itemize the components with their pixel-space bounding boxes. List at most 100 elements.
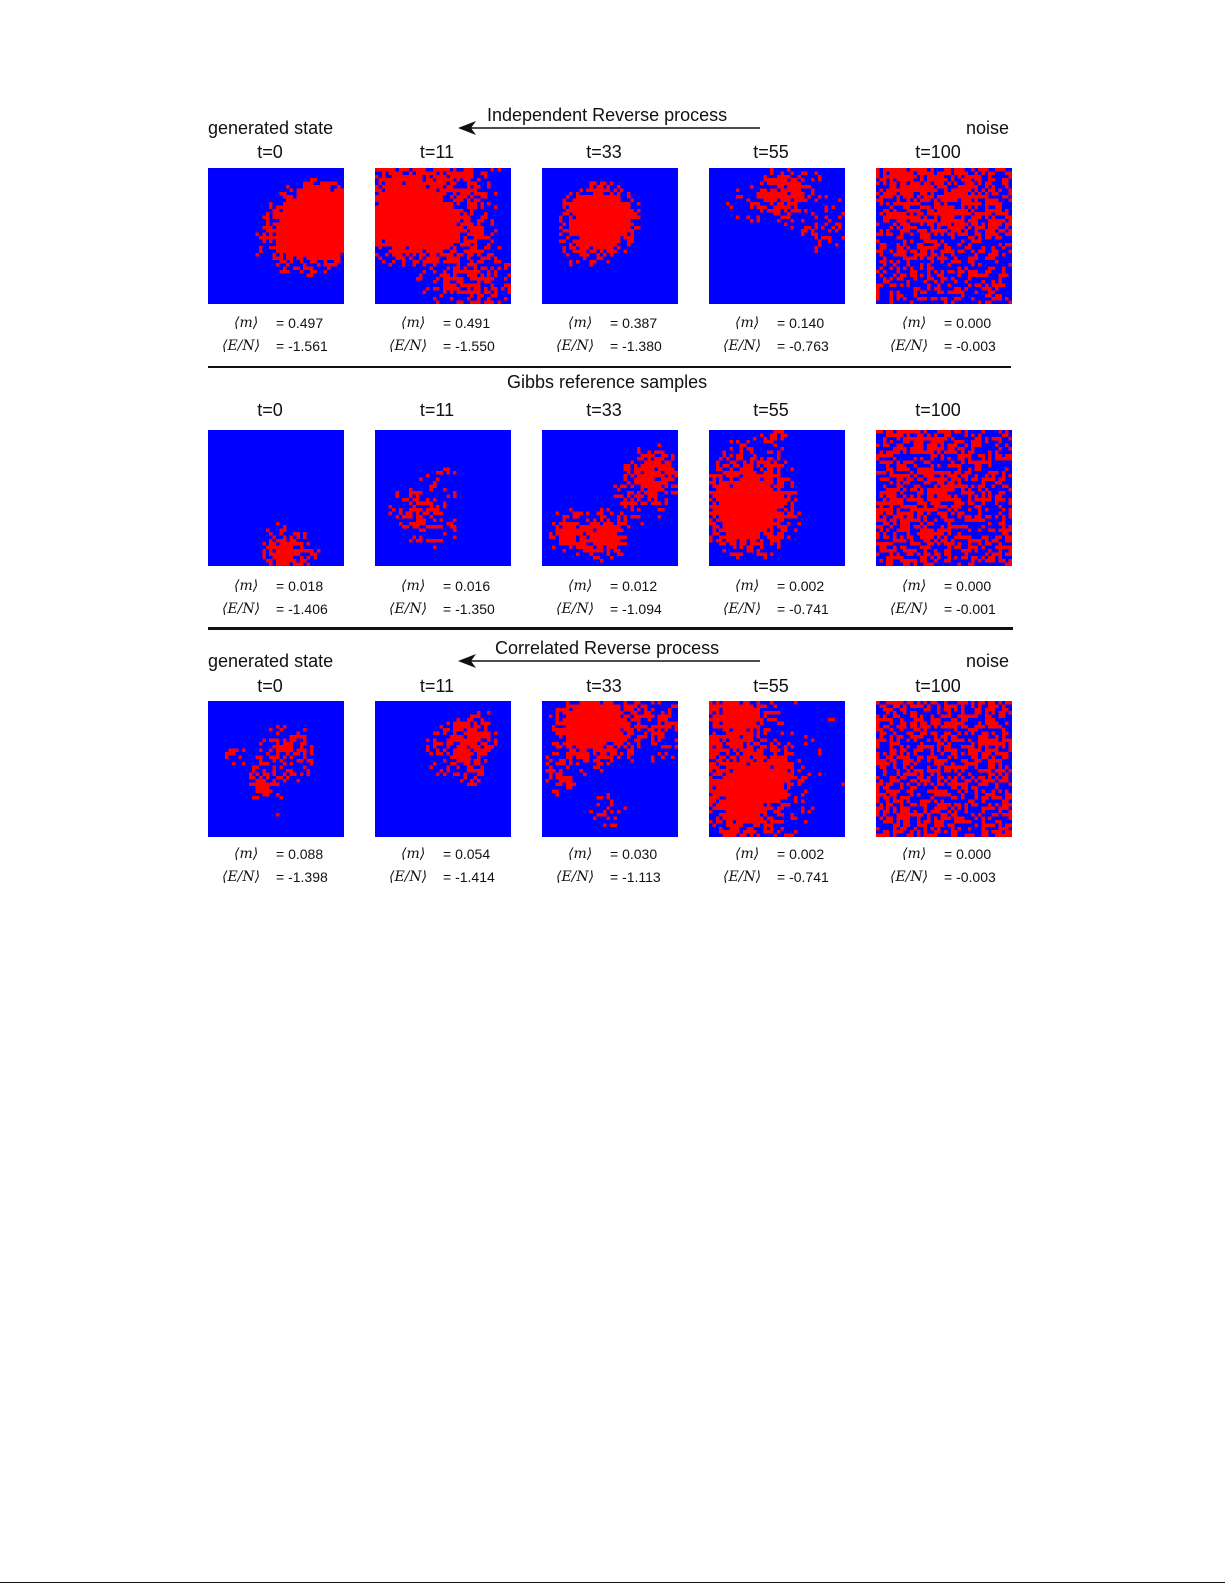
spin-up-cell [286, 198, 290, 203]
spin-up-cell [562, 249, 566, 254]
spin-up-cell [661, 457, 665, 461]
spin-up-cell [896, 202, 900, 206]
spin-up-cell [838, 198, 842, 203]
spin-up-cell [1001, 532, 1006, 536]
spin-up-cell [422, 259, 427, 264]
spin-up-cell [944, 242, 948, 247]
spin-up-cell [426, 738, 430, 742]
spin-up-cell [470, 731, 474, 736]
spin-up-cell [439, 293, 444, 298]
spin-up-cell [579, 538, 583, 543]
spin-up-cell [770, 440, 774, 444]
spin-up-cell [429, 225, 433, 230]
spin-up-cell [749, 549, 754, 553]
spin-up-cell [327, 253, 331, 257]
spin-up-cell [293, 225, 297, 230]
spin-up-cell [392, 212, 396, 216]
spin-up-cell [879, 242, 883, 247]
spin-up-cell [893, 185, 897, 189]
spin-up-cell [586, 232, 590, 237]
spin-up-cell [269, 202, 273, 206]
spin-up-cell [940, 208, 945, 213]
spin-up-cell [756, 532, 761, 536]
spin-up-cell [790, 515, 795, 519]
spin-up-cell [409, 174, 413, 179]
spin-up-cell [453, 273, 457, 277]
spin-up-cell [916, 484, 921, 488]
spin-up-cell [913, 293, 917, 298]
spin-up-cell [739, 525, 744, 529]
spin-up-cell [490, 283, 495, 288]
spin-up-cell [984, 515, 989, 519]
spin-up-cell [899, 484, 904, 488]
spin-up-cell [443, 215, 447, 220]
spin-up-cell [259, 775, 263, 780]
spin-up-cell [933, 253, 938, 257]
spin-up-cell [449, 188, 454, 192]
spin-up-cell [780, 188, 784, 192]
spin-up-cell [337, 229, 341, 233]
spin-up-cell [988, 171, 992, 175]
spin-up-cell [811, 178, 815, 182]
spin-up-cell [896, 171, 900, 175]
spin-up-cell [456, 738, 461, 742]
spin-up-cell [466, 222, 471, 226]
spin-up-cell [967, 198, 972, 203]
spin-up-cell [794, 181, 798, 186]
spin-up-cell [937, 256, 941, 260]
spin-up-cell [480, 202, 484, 206]
spin-up-cell [889, 293, 894, 298]
spin-up-cell [333, 208, 338, 213]
spin-up-cell [743, 535, 747, 539]
spin-up-cell [916, 470, 921, 475]
spin-up-cell [896, 443, 900, 448]
spin-up-cell [927, 491, 931, 495]
spin-up-cell [610, 191, 614, 196]
spin-up-cell [579, 246, 583, 250]
spin-up-cell [432, 525, 437, 529]
spin-up-cell [879, 253, 883, 257]
spin-up-cell [787, 515, 791, 519]
spin-up-cell [650, 464, 655, 468]
spin-up-cell [477, 283, 481, 288]
spin-up-cell [876, 191, 880, 196]
spin-up-cell [432, 508, 437, 512]
spin-up-cell [743, 464, 747, 468]
spin-up-cell [927, 283, 931, 288]
spin-up-cell [443, 253, 447, 257]
spin-up-cell [310, 236, 314, 240]
spin-up-cell [620, 225, 624, 230]
spin-up-cell [449, 755, 454, 759]
spin-up-cell [429, 229, 433, 233]
spin-up-cell [739, 498, 744, 502]
spin-up-cell [432, 287, 437, 291]
spin-up-cell [947, 168, 951, 172]
spin-up-cell [961, 440, 965, 444]
spin-up-cell [466, 297, 471, 301]
spin-up-cell [453, 266, 457, 271]
spin-up-cell [944, 208, 948, 213]
spin-up-cell [436, 239, 440, 243]
spin-up-cell [470, 745, 474, 749]
spin-up-cell [439, 525, 444, 529]
spin-up-cell [419, 508, 423, 512]
spin-up-cell [739, 508, 744, 512]
spin-up-cell [661, 467, 665, 471]
spin-up-cell [743, 525, 747, 529]
spin-up-cell [613, 222, 617, 226]
spin-up-cell [896, 511, 900, 516]
spin-up-cell [276, 521, 280, 526]
spin-up-cell [906, 283, 911, 288]
spin-up-cell [296, 242, 300, 247]
spin-up-cell [746, 525, 750, 529]
spin-up-cell [998, 481, 1002, 485]
spin-up-cell [429, 171, 433, 175]
spin-up-cell [899, 447, 904, 451]
spin-up-cell [456, 259, 461, 264]
spin-up-cell [337, 256, 341, 260]
spin-up-cell [886, 195, 890, 199]
spin-up-cell [375, 198, 379, 203]
spin-up-cell [957, 212, 962, 216]
spin-up-cell [920, 528, 924, 533]
spin-up-cell [746, 545, 750, 550]
